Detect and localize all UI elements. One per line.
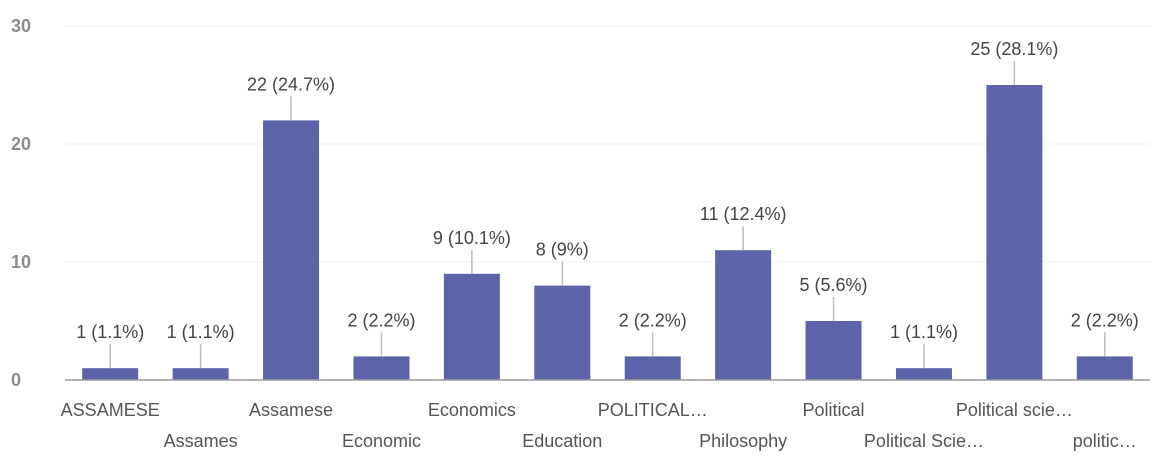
data-label: 2 (2.2%) bbox=[619, 310, 687, 330]
category-label: POLITICAL… bbox=[598, 400, 708, 420]
data-label: 2 (2.2%) bbox=[1071, 310, 1139, 330]
bar[interactable] bbox=[624, 356, 681, 380]
bar[interactable] bbox=[715, 250, 772, 380]
y-tick-label: 20 bbox=[11, 134, 31, 154]
category-label: Economic bbox=[342, 431, 421, 451]
data-label: 9 (10.1%) bbox=[433, 228, 511, 248]
category-label: Education bbox=[522, 431, 602, 451]
category-label: Political Scie… bbox=[864, 431, 984, 451]
category-label: politic… bbox=[1073, 431, 1137, 451]
category-label: Political scie… bbox=[956, 400, 1073, 420]
data-labels: 1 (1.1%) 1 (1.1%) 22 (24.7%) 2 (2.2%) 9 (10.… bbox=[76, 39, 1139, 342]
category-label: ASSAMESE bbox=[61, 400, 160, 420]
gridlines bbox=[65, 25, 1150, 263]
y-axis: 0 10 20 30 bbox=[11, 16, 31, 390]
category-label: Assames bbox=[164, 431, 238, 451]
data-label: 5 (5.6%) bbox=[800, 275, 868, 295]
category-label: Assamese bbox=[249, 400, 333, 420]
bar[interactable] bbox=[353, 356, 410, 380]
bar[interactable] bbox=[263, 120, 320, 381]
bar[interactable] bbox=[172, 368, 229, 380]
bar[interactable] bbox=[1076, 356, 1133, 380]
bar[interactable] bbox=[986, 85, 1043, 380]
bar[interactable] bbox=[534, 285, 591, 380]
category-label: Political bbox=[803, 400, 865, 420]
bar[interactable] bbox=[895, 368, 952, 380]
data-label: 1 (1.1%) bbox=[76, 322, 144, 342]
data-label: 25 (28.1%) bbox=[970, 39, 1058, 59]
data-label: 22 (24.7%) bbox=[247, 74, 335, 94]
category-label: Philosophy bbox=[699, 431, 787, 451]
data-label: 1 (1.1%) bbox=[167, 322, 235, 342]
y-tick-label: 30 bbox=[11, 16, 31, 36]
category-label: Economics bbox=[428, 400, 516, 420]
bars bbox=[82, 85, 1133, 381]
data-label: 8 (9%) bbox=[536, 240, 589, 260]
bar[interactable] bbox=[443, 273, 500, 380]
bar[interactable] bbox=[82, 368, 139, 380]
y-tick-label: 0 bbox=[11, 370, 21, 390]
bar[interactable] bbox=[805, 321, 862, 380]
data-label: 11 (12.4%) bbox=[700, 204, 787, 224]
y-tick-label: 10 bbox=[11, 252, 31, 272]
data-label: 1 (1.1%) bbox=[890, 322, 958, 342]
data-label-leaders bbox=[109, 61, 1106, 369]
data-label: 2 (2.2%) bbox=[347, 310, 415, 330]
